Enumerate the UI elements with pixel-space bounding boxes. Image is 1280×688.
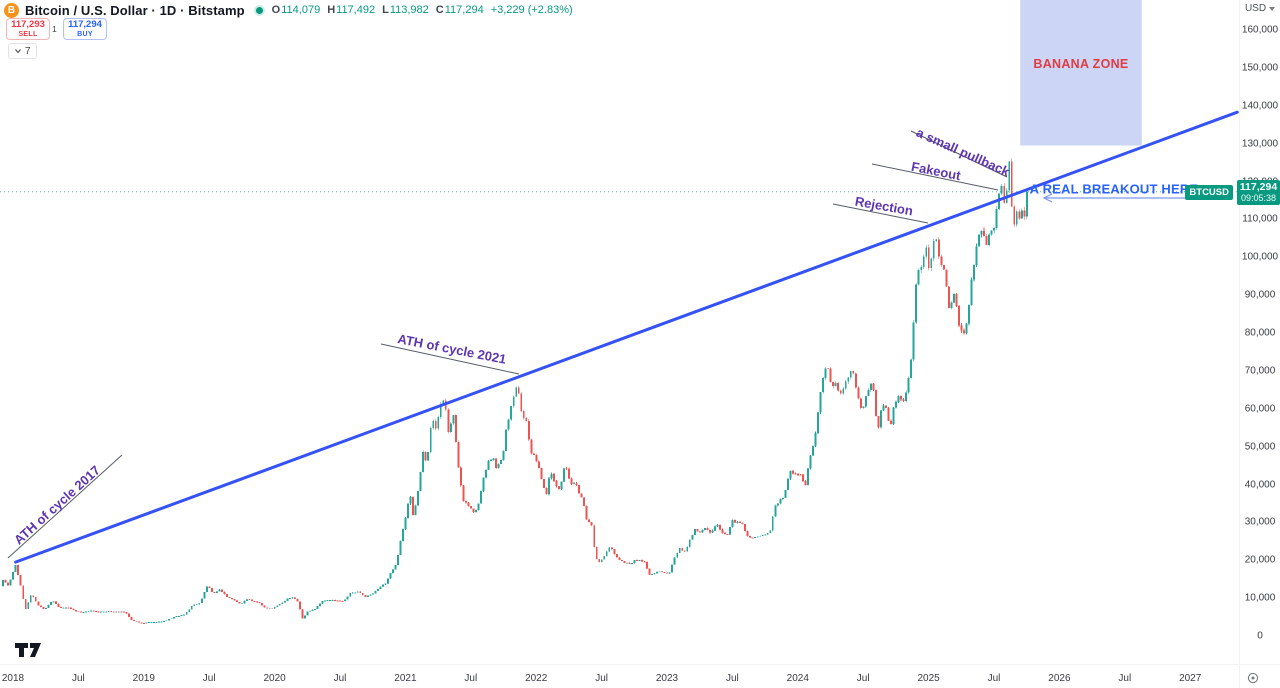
time-axis-label: 2022 bbox=[525, 673, 548, 684]
price-axis-label: 70,000 bbox=[1244, 365, 1276, 377]
symbol-title[interactable]: Bitcoin / U.S. Dollar · 1D · Bitstamp bbox=[25, 2, 245, 18]
annotation-pointer-line[interactable] bbox=[832, 203, 929, 224]
spread-value: 1 bbox=[52, 24, 57, 34]
tradingview-logo[interactable] bbox=[15, 643, 42, 658]
price-axis-label: 40,000 bbox=[1244, 479, 1276, 490]
price-axis-label: 90,000 bbox=[1244, 289, 1276, 301]
open-value: O114,079 bbox=[271, 4, 321, 16]
price-axis-label: 30,000 bbox=[1244, 516, 1276, 528]
buy-button[interactable]: 117,294 BUY bbox=[63, 18, 107, 40]
sell-button[interactable]: 117,293 SELL bbox=[6, 18, 50, 40]
annotation-pointer-line[interactable] bbox=[380, 343, 520, 375]
price-axis-label: 20,000 bbox=[1244, 554, 1276, 566]
time-axis-label: Jul bbox=[464, 673, 478, 684]
time-axis-label: Jul bbox=[725, 673, 739, 684]
price-axis-label: 60,000 bbox=[1244, 403, 1276, 415]
last-price-value: 117,294 bbox=[1239, 180, 1278, 193]
price-axis-label: 100,000 bbox=[1241, 251, 1279, 263]
annotation-real-breakout[interactable]: A REAL BREAKOUT HERE bbox=[1029, 181, 1199, 197]
price-axis-label: 50,000 bbox=[1244, 441, 1276, 453]
time-axis-label: Jul bbox=[71, 673, 85, 684]
time-axis-label: 2018 bbox=[1, 673, 25, 684]
trendline[interactable] bbox=[14, 110, 1239, 564]
symbol-price-flag: BTCUSD bbox=[1185, 184, 1233, 200]
banana-zone-label[interactable]: BANANA ZONE bbox=[1033, 57, 1129, 71]
arrow-head-icon bbox=[1042, 193, 1053, 203]
last-price-flag: 117,294 09:05:38 bbox=[1237, 179, 1280, 205]
annotation-pointer-line[interactable] bbox=[871, 163, 999, 191]
price-axis-separator bbox=[1239, 0, 1240, 688]
price-axis-label: 150,000 bbox=[1241, 62, 1279, 74]
chevron-down-icon bbox=[1269, 6, 1276, 11]
price-axis-label: 140,000 bbox=[1241, 100, 1279, 112]
chevron-down-icon bbox=[15, 49, 21, 54]
change-value: +3,229 (+2.83%) bbox=[490, 4, 573, 16]
time-axis-label: 2019 bbox=[132, 673, 155, 684]
time-axis-label: 2020 bbox=[263, 673, 286, 684]
time-axis-label: 2021 bbox=[394, 673, 417, 684]
time-axis-label: 2025 bbox=[917, 673, 940, 684]
bar-countdown: 09:05:38 bbox=[1240, 192, 1277, 203]
banana-zone-rect[interactable] bbox=[1020, 0, 1142, 146]
time-axis-label: 2023 bbox=[655, 673, 679, 684]
time-axis-label: Jul bbox=[987, 673, 1001, 684]
time-axis-label: Jul bbox=[202, 673, 216, 684]
close-value: C117,294 bbox=[435, 4, 484, 16]
annotation-pointer-line[interactable] bbox=[7, 454, 123, 559]
currency-selector[interactable]: USD bbox=[1240, 3, 1280, 14]
time-axis-label: Jul bbox=[333, 673, 347, 684]
price-axis-label: 130,000 bbox=[1241, 138, 1279, 150]
time-axis-separator bbox=[0, 664, 1280, 665]
price-axis-label: 10,000 bbox=[1244, 592, 1276, 604]
price-axis-label: 80,000 bbox=[1244, 327, 1276, 339]
time-axis-label: 2026 bbox=[1048, 673, 1071, 684]
low-value: L113,982 bbox=[382, 4, 429, 16]
price-axis-label: 0 bbox=[1257, 630, 1263, 642]
time-axis-label: Jul bbox=[595, 673, 608, 684]
time-axis-label: Jul bbox=[856, 673, 870, 684]
indicators-collapse-button[interactable]: 7 bbox=[8, 43, 37, 59]
market-status-icon[interactable] bbox=[255, 6, 263, 14]
high-value: H117,492 bbox=[327, 4, 376, 16]
annotation-pointer-line[interactable] bbox=[910, 130, 1008, 178]
candlestick-series bbox=[2, 158, 1028, 625]
ohlc-readout: O114,079 H117,492 L113,982 C117,294 +3,2… bbox=[272, 4, 573, 16]
time-axis-label: 2027 bbox=[1179, 673, 1202, 684]
time-axis-label: Jul bbox=[1118, 673, 1132, 684]
bitcoin-logo-icon: B bbox=[4, 2, 19, 18]
price-axis-label: 160,000 bbox=[1241, 24, 1279, 36]
scales-settings-icon[interactable] bbox=[1247, 672, 1259, 684]
time-axis-label: 2024 bbox=[786, 673, 809, 684]
price-axis-label: 110,000 bbox=[1242, 213, 1278, 225]
